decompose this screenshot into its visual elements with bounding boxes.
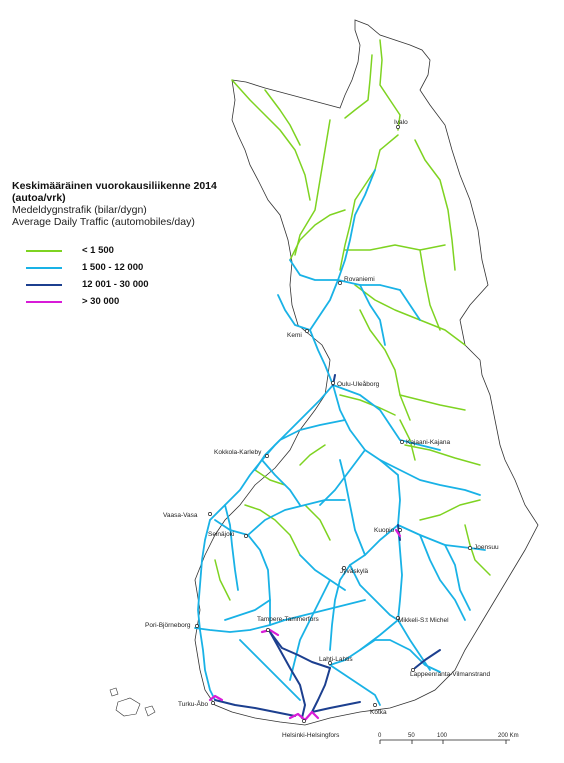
city-seinajoki: Seinäjoki [208,531,234,538]
city-helsinki: Helsinki-Helsingfors [282,732,340,739]
city-jyvaskyla: Jyväskylä [340,568,369,575]
city-kokkola: Kokkola-Karleby [214,449,262,456]
city-joensuu: Joensuu [474,544,499,551]
finland-outline [194,19,539,726]
city-pori: Pori-Björneborg [145,622,191,629]
city-kotka: Kotka [370,709,387,716]
legend-item-very-high: > 30 000 [26,293,272,310]
city-lahti: Lahti-Lahtis [319,656,353,663]
city-labels: Ivalo Rovaniemi Kemi Oulu-Uleåborg Kajaa… [145,119,499,739]
legend-label-very-high: > 30 000 [82,296,120,307]
legend-label-low: < 1 500 [82,245,114,256]
city-markers [195,125,472,723]
roads-dark-blue [214,374,441,719]
city-mikkeli: Mikkeli-S:t Michel [398,617,449,624]
city-kemi: Kemi [287,332,302,339]
city-kuopio: Kuopio [374,527,395,534]
legend-swatch-low [26,249,62,252]
legend-label-medium: 1 500 - 12 000 [82,262,144,273]
city-oulu: Oulu-Uleåborg [337,380,380,388]
city-lappeenranta: Lappeenranta-Vilmanstrand [410,671,490,678]
scale-label-200: 200 Km [498,733,519,739]
legend-item-low: < 1 500 [26,242,272,259]
scale-label-100: 100 [437,733,448,739]
city-ivalo: Ivalo [394,119,408,126]
legend-label-high: 12 001 - 30 000 [82,279,149,290]
city-vaasa: Vaasa-Vasa [163,512,198,519]
legend-swatch-high [26,283,62,286]
roads-magenta [208,528,402,722]
legend-items: < 1 500 1 500 - 12 000 12 001 - 30 000 >… [26,242,272,310]
legend-subtitle-en: Average Daily Traffic (automobiles/day) [12,216,195,228]
scale-label-0: 0 [378,733,382,739]
aland-islands [109,687,156,717]
legend-swatch-very-high [26,300,62,303]
legend-subtitle-sv: Medeldygnstrafik (bilar/dygn) [12,204,147,216]
scale-bar: 0 50 100 200 Km [378,733,519,744]
legend-title: Keskimääräinen vuorokausiliikenne 2014 (… [12,180,217,204]
city-tampere: Tampere-Tammerfors [257,616,320,623]
city-rovaniemi: Rovaniemi [344,276,375,283]
city-turku: Turku-Åbo [178,699,208,708]
legend-item-high: 12 001 - 30 000 [26,276,272,293]
city-kajaani: Kajaani-Kajana [406,439,450,446]
legend-item-medium: 1 500 - 12 000 [26,259,272,276]
legend-swatch-medium [26,266,62,269]
roads-blue [194,169,486,706]
roads-green [214,39,491,601]
map-legend: Keskimääräinen vuorokausiliikenne 2014 (… [12,180,272,310]
scale-label-50: 50 [408,733,415,739]
